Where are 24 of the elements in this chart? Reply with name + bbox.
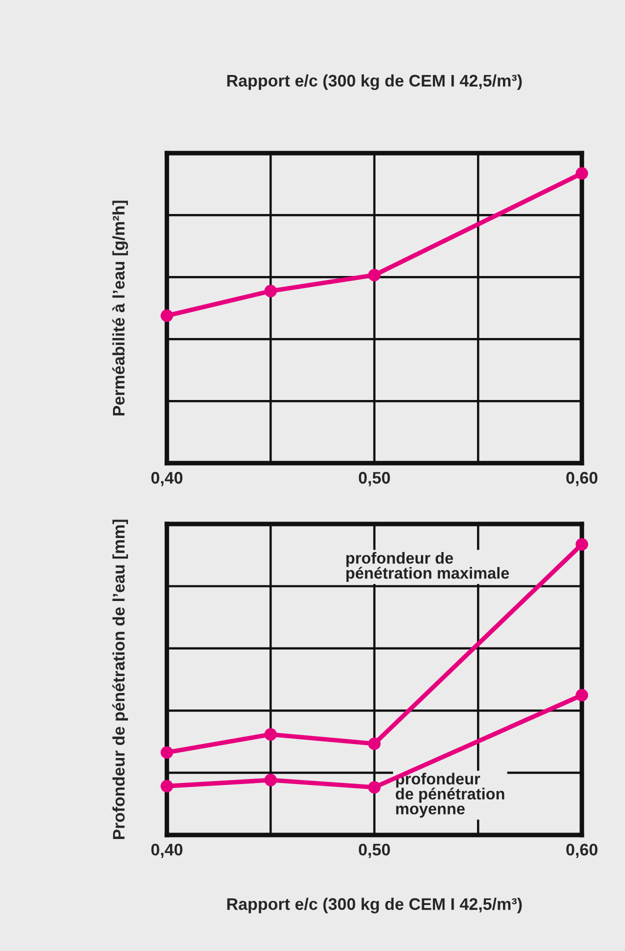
y-axis-title: Profondeur de pénétration de l’eau [mm]	[112, 520, 128, 840]
point	[368, 781, 381, 794]
series-label: profondeur de pénétration maximale	[346, 552, 509, 582]
point	[576, 538, 588, 551]
series-label: profondeur de pénétration moyenne	[396, 772, 504, 818]
x-tick-label: 0,60	[566, 844, 598, 858]
point	[576, 688, 588, 702]
x-tick-label: 0,50	[358, 472, 390, 486]
point	[576, 167, 588, 180]
x-tick-label: 0,50	[358, 844, 390, 858]
point	[160, 309, 174, 322]
point	[264, 728, 277, 741]
y-axis-title: Perméabilité à l’eau [g/m²h]	[112, 200, 128, 416]
x-axis-title: Rapport e/c (300 kg de CEM I 42,5/m³)	[227, 898, 522, 914]
x-tick-label: 0,40	[151, 844, 182, 858]
x-tick-label: 0,40	[151, 472, 182, 486]
point	[160, 746, 174, 759]
point	[264, 284, 277, 298]
point	[264, 774, 277, 786]
point	[368, 268, 381, 282]
x-tick-label: 0,60	[566, 472, 598, 486]
point	[160, 780, 174, 792]
point	[368, 737, 381, 750]
chart-title: Rapport e/c (300 kg de CEM I 42,5/m³)	[227, 74, 522, 90]
